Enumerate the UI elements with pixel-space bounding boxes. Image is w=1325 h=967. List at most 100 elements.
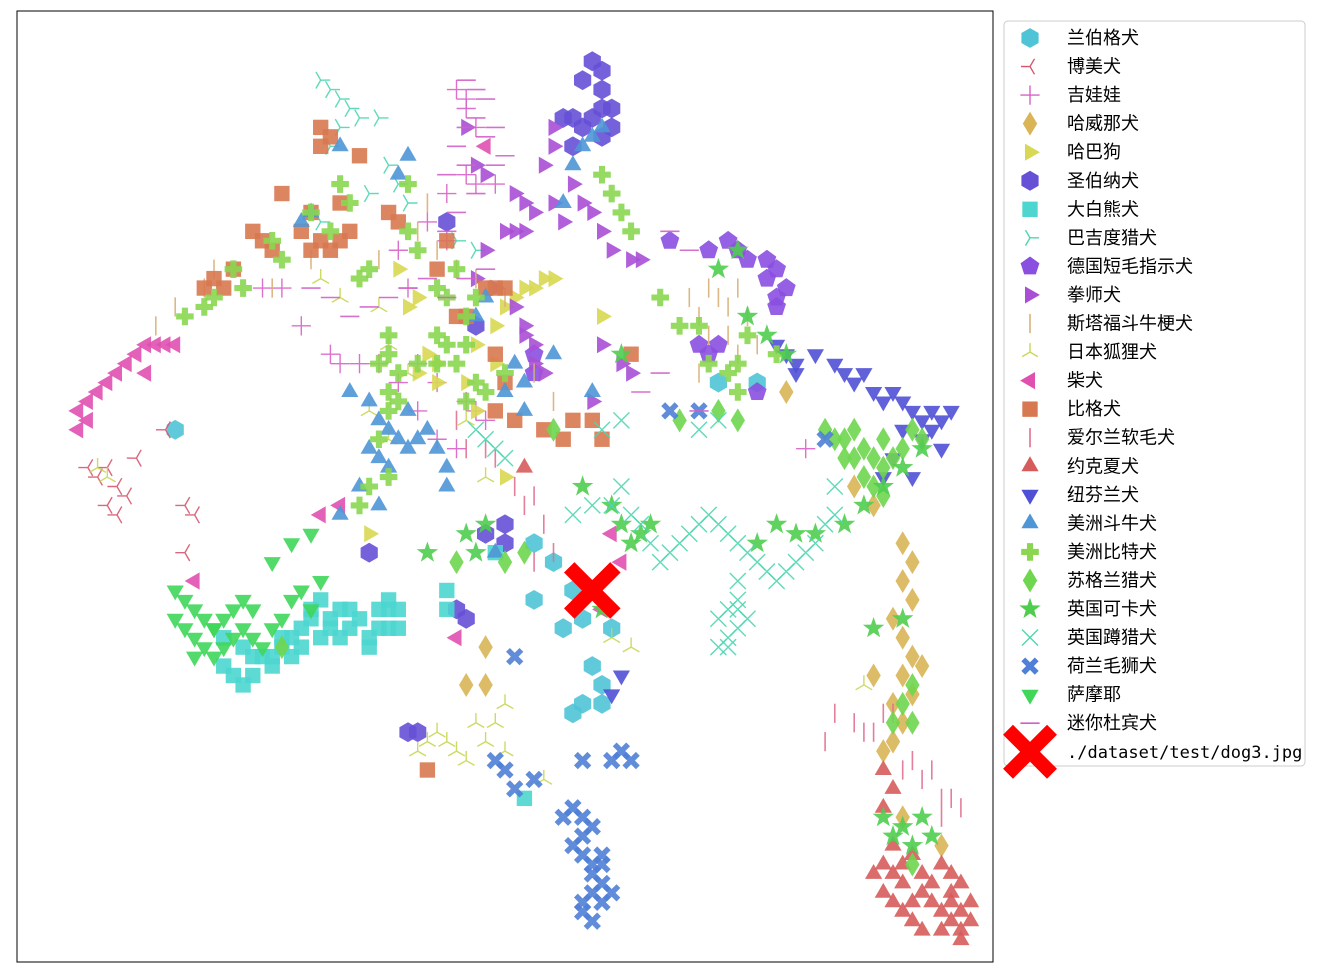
data-point: [467, 373, 485, 392]
data-point: [574, 136, 592, 152]
data-point: [558, 213, 574, 231]
data-point: [389, 164, 407, 180]
series-11: [88, 269, 873, 785]
data-point: [593, 117, 611, 133]
data-point: [895, 691, 910, 716]
legend-items: 兰伯格犬博美犬吉娃娃哈威那犬哈巴狗圣伯纳犬大白熊犬巴吉度猎犬德国短毛指示犬拳师犬…: [1003, 28, 1302, 779]
data-point: [195, 642, 213, 658]
legend-label: 拳师犬: [1067, 285, 1121, 306]
data-point: [554, 618, 572, 639]
data-point: [548, 137, 564, 155]
data-point: [437, 183, 457, 204]
data-point: [224, 604, 242, 620]
legend-entry: 拳师犬: [1025, 285, 1121, 306]
data-point: [885, 710, 901, 735]
data-point: [565, 412, 581, 429]
data-point: [480, 166, 496, 184]
legend-marker: [1021, 170, 1039, 191]
data-point: [866, 493, 881, 518]
data-point: [538, 156, 554, 174]
data-point: [78, 411, 93, 429]
data-point: [215, 613, 233, 629]
data-point: [612, 411, 630, 429]
data-point: [894, 901, 912, 917]
data-point: [176, 307, 194, 326]
data-point: [283, 538, 301, 554]
data-point: [847, 446, 862, 471]
data-point: [593, 855, 611, 874]
data-point: [642, 534, 659, 552]
data-point: [845, 377, 863, 393]
data-point: [331, 504, 349, 520]
data-point: [626, 251, 641, 269]
data-point: [422, 345, 438, 363]
data-point: [136, 336, 152, 354]
legend-entry: 萨摩耶: [1021, 685, 1121, 706]
data-point: [97, 458, 113, 477]
data-point: [862, 617, 885, 638]
legend-label: 荷兰毛狮犬: [1067, 656, 1157, 677]
data-point: [485, 174, 505, 194]
data-point: [719, 600, 737, 618]
data-point: [874, 797, 892, 813]
data-point: [903, 405, 921, 421]
legend-label: 德国短毛指示犬: [1067, 256, 1193, 277]
data-point: [263, 232, 281, 250]
data-point: [457, 392, 475, 411]
data-point: [399, 438, 417, 454]
data-point: [371, 620, 387, 636]
data-point: [292, 585, 310, 601]
data-point: [224, 260, 243, 278]
data-point: [548, 270, 564, 288]
data-point: [399, 175, 417, 193]
data-point: [107, 364, 122, 382]
data-point: [234, 623, 252, 639]
data-point: [500, 298, 515, 316]
data-point: [555, 431, 571, 447]
data-point: [622, 751, 640, 770]
data-point: [380, 601, 397, 618]
series-13: [196, 119, 639, 778]
data-point: [331, 175, 349, 193]
data-point: [833, 513, 856, 534]
legend-label: 柴犬: [1067, 371, 1103, 392]
data-point: [457, 410, 475, 426]
legend-label: 英国蹲猎犬: [1067, 628, 1157, 649]
data-point: [593, 79, 611, 100]
data-point: [622, 637, 640, 653]
legend: 兰伯格犬博美犬吉娃娃哈威那犬哈巴狗圣伯纳犬大白熊犬巴吉度猎犬德国短毛指示犬拳师犬…: [1003, 20, 1306, 779]
data-point: [884, 864, 902, 879]
data-point: [166, 419, 184, 440]
data-point: [474, 513, 497, 534]
legend-entry: 哈巴狗: [1025, 142, 1121, 163]
data-point: [350, 269, 369, 288]
data-point: [457, 335, 475, 354]
data-point: [341, 194, 359, 212]
data-point: [709, 411, 727, 429]
data-point: [389, 364, 408, 382]
data-point: [729, 354, 747, 373]
data-point: [496, 364, 514, 382]
data-point: [895, 710, 910, 735]
data-point: [519, 194, 535, 212]
legend-entry: 吉娃娃: [1020, 85, 1121, 106]
legend-entry: 斯塔福斗牛梗犬: [1029, 314, 1193, 335]
data-point: [882, 824, 904, 846]
data-point: [186, 632, 204, 648]
data-point: [661, 402, 679, 420]
legend-marker: [1020, 256, 1040, 275]
data-point: [496, 514, 514, 535]
data-point: [205, 623, 223, 639]
data-point: [370, 430, 388, 449]
data-point: [509, 222, 525, 240]
data-point: [438, 457, 456, 473]
data-point: [866, 474, 881, 499]
data-point: [313, 138, 329, 154]
data-point: [729, 572, 747, 590]
data-point: [490, 317, 506, 335]
data-point: [865, 387, 883, 402]
data-point: [901, 834, 924, 855]
legend-entry: 约克夏犬: [1021, 456, 1139, 477]
data-point: [196, 280, 212, 296]
legend-marker: [1019, 597, 1041, 619]
